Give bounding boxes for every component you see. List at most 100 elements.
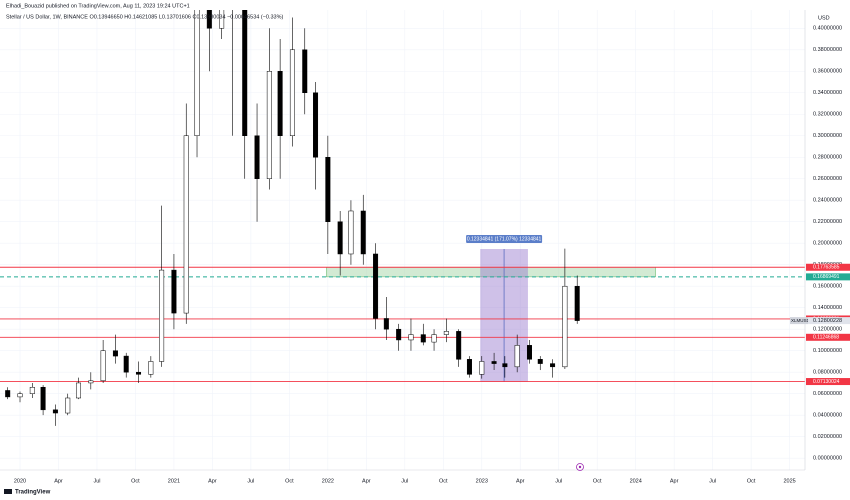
candle-body (443, 331, 449, 335)
candle-body (479, 361, 485, 375)
price-badge (806, 378, 850, 386)
x-tick-label: 2024 (630, 478, 642, 484)
event-icon (576, 463, 584, 471)
y-tick-label: 0.24000000 (813, 198, 842, 204)
y-tick-label: 0.08000000 (813, 370, 842, 376)
y-tick-label: 0.02000000 (813, 434, 842, 440)
candle-body (88, 380, 94, 384)
candle-body (65, 397, 71, 414)
candle-body (75, 382, 81, 399)
candle-body (502, 363, 508, 368)
y-tick-label: 0.32000000 (813, 112, 842, 118)
y-tick-label: 0.04000000 (813, 413, 842, 419)
price-badge-label: 0.07130024 (813, 379, 840, 385)
candle-body (148, 361, 154, 375)
x-tick-label: Apr (670, 478, 679, 484)
candle-body (183, 135, 189, 314)
price-badge-label: 0.17763585 (813, 265, 840, 271)
last-price-badge (808, 317, 850, 325)
y-tick-label: 0.22000000 (813, 219, 842, 225)
x-tick-label: 2021 (168, 478, 180, 484)
candle-body (574, 285, 580, 321)
y-tick-label: 0.10000000 (813, 348, 842, 354)
candle-body (242, 10, 248, 136)
candle-body (537, 359, 543, 364)
candle-body (112, 350, 118, 357)
logo (4, 489, 12, 494)
x-tick-label: 2022 (322, 478, 334, 484)
x-tick-label: Oct (593, 478, 602, 484)
footer-brand: TradingView (15, 490, 51, 496)
price-badge-label: 0.11246868 (813, 335, 839, 341)
y-tick-label: 0.34000000 (813, 90, 842, 96)
candle-body (466, 359, 472, 375)
candle-body (206, 10, 212, 29)
plot-area (0, 10, 805, 426)
price-badge-label: 0.16869491 (813, 274, 840, 280)
candle-body (171, 269, 177, 314)
currency: USD (818, 15, 830, 21)
x-tick-label: 2020 (14, 478, 26, 484)
candle-body (136, 371, 142, 375)
y-tick-label: 0.00000000 (813, 456, 842, 462)
candle-body (337, 221, 343, 255)
x-tick-label: Apr (54, 478, 63, 484)
candle-body (491, 361, 497, 364)
price-badge (806, 273, 850, 281)
candle-body (562, 285, 568, 368)
x-tick-label: Apr (362, 478, 371, 484)
y-tick-label: 0.14000000 (813, 305, 842, 311)
y-tick-label: 0.30000000 (813, 133, 842, 139)
candle-body (302, 49, 308, 94)
y-tick-label: 0.36000000 (813, 69, 842, 75)
candle-body (277, 71, 283, 136)
y-tick-label: 0.40000000 (813, 26, 842, 32)
y-tick-label: 0.28000000 (813, 155, 842, 161)
axes: 0.00000000 0.02000000 0.04000000 0.06000000… (14, 26, 850, 484)
candle-body (325, 156, 331, 222)
candle-body (17, 393, 23, 398)
price-badge (806, 263, 850, 271)
x-tick-label: Apr (516, 478, 525, 484)
candle-body (194, 10, 200, 136)
x-tick-label: Oct (747, 478, 756, 484)
y-tick-label: 0.26000000 (813, 176, 842, 182)
y-tick-label: 0.38000000 (813, 47, 842, 53)
candle-body (100, 350, 106, 382)
candle-body (348, 210, 354, 255)
y-tick-label: 0.06000000 (813, 391, 842, 397)
candle-body (550, 363, 556, 368)
x-tick-label: Oct (285, 478, 294, 484)
candle-body (266, 71, 272, 179)
candle-body (254, 135, 260, 179)
price-badge (806, 333, 850, 341)
candle-body (29, 386, 35, 394)
x-tick-label: Apr (208, 478, 217, 484)
candle-body (40, 386, 46, 411)
last-price-label: 0.12800228 (813, 318, 842, 324)
symbol-badge (790, 317, 808, 325)
grid (0, 10, 805, 470)
x-tick-label: Jul (709, 478, 716, 484)
symbol-line: Stellar / US Dollar, 1W, BINANCE O0.1394… (6, 14, 283, 20)
y-tick-label: 0.20000000 (813, 241, 842, 247)
candle-body (456, 331, 462, 360)
candle-body (373, 253, 379, 319)
candle-body (431, 334, 437, 343)
y-tick-label: 0.16000000 (813, 284, 842, 290)
candle-body (289, 49, 295, 136)
candle-body (360, 210, 366, 255)
y-tick-label: 0.12000000 (813, 327, 842, 333)
candle-body (526, 345, 532, 360)
x-tick-label: Jul (93, 478, 100, 484)
event-icon-dot (578, 465, 582, 469)
ruler-label: 0.12334841 (171.07%) 12334841 (467, 236, 542, 242)
x-tick-label: 2025 (783, 478, 795, 484)
published-line: Elhadi_Bouazid published on TradingView.… (6, 3, 190, 9)
symbol-badge-label: XLMUSD (791, 318, 811, 323)
x-tick-label: 2023 (476, 478, 488, 484)
x-tick-label: Jul (247, 478, 254, 484)
candle-body (159, 269, 165, 362)
